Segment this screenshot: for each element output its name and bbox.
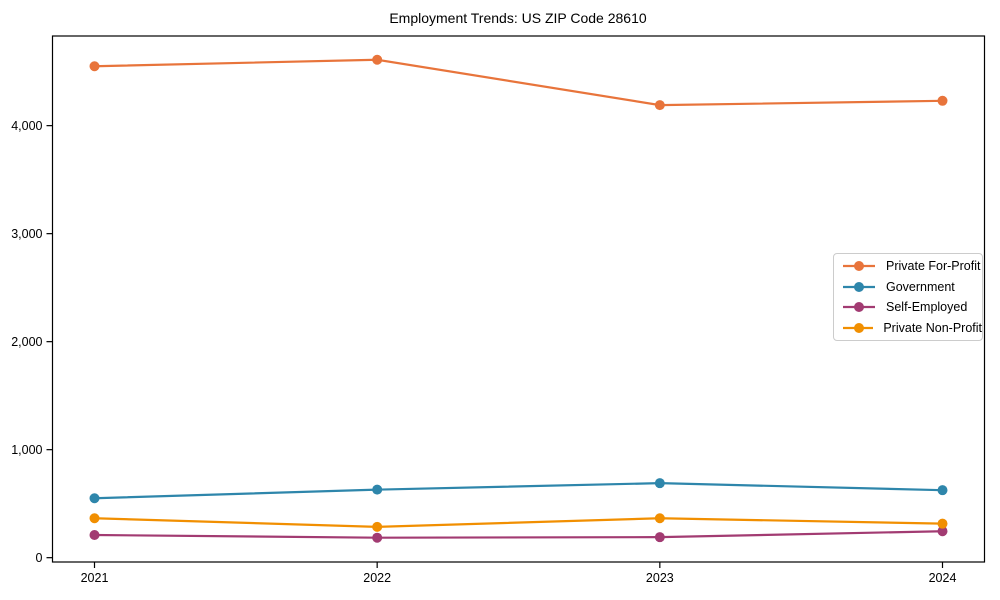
x-tick-label: 2021 <box>81 571 109 585</box>
series-point-private-for-profit <box>654 100 665 111</box>
legend-item-label: Government <box>886 279 955 294</box>
series-point-private-non-profit <box>654 513 665 524</box>
axes-spines <box>51 35 986 563</box>
series-point-private-non-profit <box>89 513 100 524</box>
series-point-self-employed <box>654 532 665 543</box>
series-point-government <box>372 484 383 495</box>
legend-item-government: Government <box>834 277 982 298</box>
series-point-private-non-profit <box>372 521 383 532</box>
series-line-self-employed <box>93 530 944 539</box>
legend-marker-icon <box>843 322 874 333</box>
series-point-self-employed <box>89 529 100 540</box>
legend-item-label: Self-Employed <box>886 300 968 315</box>
series-point-government <box>89 493 100 504</box>
series-point-self-employed <box>372 532 383 543</box>
y-tick-label: 0 <box>36 551 43 565</box>
legend-item-label: Private For-Profit <box>886 259 981 274</box>
series-point-self-employed <box>937 526 948 537</box>
series-line-government <box>93 482 944 500</box>
x-tick-label: 2024 <box>929 571 957 585</box>
legend-item-label: Private Non-Profit <box>883 320 982 335</box>
legend: Private For-Profit Government Self-Employe… <box>833 253 983 341</box>
y-tick-label: 4,000 <box>11 119 42 133</box>
series-point-private-non-profit <box>937 518 948 529</box>
series-point-government <box>937 485 948 496</box>
y-tick-label: 2,000 <box>11 335 42 349</box>
x-tick-label: 2022 <box>363 571 391 585</box>
legend-item-self-employed: Self-Employed <box>834 297 982 318</box>
legend-marker-icon <box>843 261 875 272</box>
legend-item-private-for-profit: Private For-Profit <box>834 256 982 277</box>
chart-title: Employment Trends: US ZIP Code 28610 <box>389 10 647 26</box>
x-tick-label: 2023 <box>646 571 674 585</box>
series-point-private-for-profit <box>372 54 383 65</box>
y-tick-label: 1,000 <box>11 443 42 457</box>
series-line-private-non-profit <box>93 517 944 528</box>
legend-marker-icon <box>843 302 875 313</box>
series-point-government <box>654 478 665 489</box>
series-point-private-for-profit <box>937 95 948 106</box>
legend-marker-icon <box>843 281 875 292</box>
series-line-private-for-profit <box>93 58 944 107</box>
series-point-private-for-profit <box>89 61 100 72</box>
y-tick-label: 3,000 <box>11 227 42 241</box>
legend-item-private-non-profit: Private Non-Profit <box>834 318 982 339</box>
